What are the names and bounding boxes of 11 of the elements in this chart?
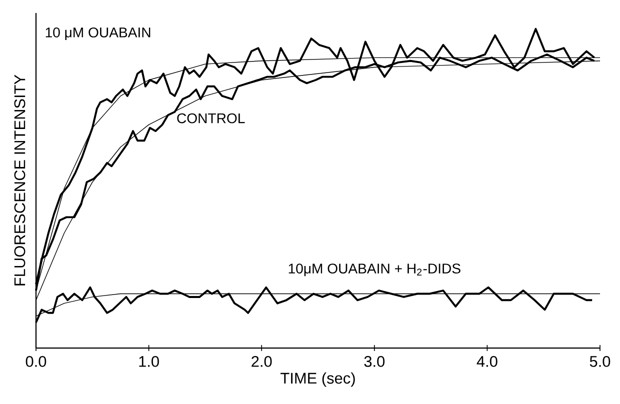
x-tick-label: 3.0 <box>364 356 385 367</box>
y-axis-title: FLUORESCENCE INTENSITY <box>14 74 26 286</box>
x-tick-label: 4.0 <box>476 356 498 367</box>
x-tick-label: 2.0 <box>252 356 272 367</box>
x-tick-label: 1.0 <box>139 356 159 367</box>
x-tick-label: 5.0 <box>590 356 610 367</box>
text: 10 μM OUABAIN <box>46 27 150 40</box>
x-axis-title: TIME (sec) <box>280 372 355 387</box>
series-label: CONTROL <box>177 113 245 124</box>
x-tick-label: 0.0 <box>26 356 46 367</box>
series-label: 10μM OUABAIN + H$_{2}$-DIDS <box>288 264 460 276</box>
